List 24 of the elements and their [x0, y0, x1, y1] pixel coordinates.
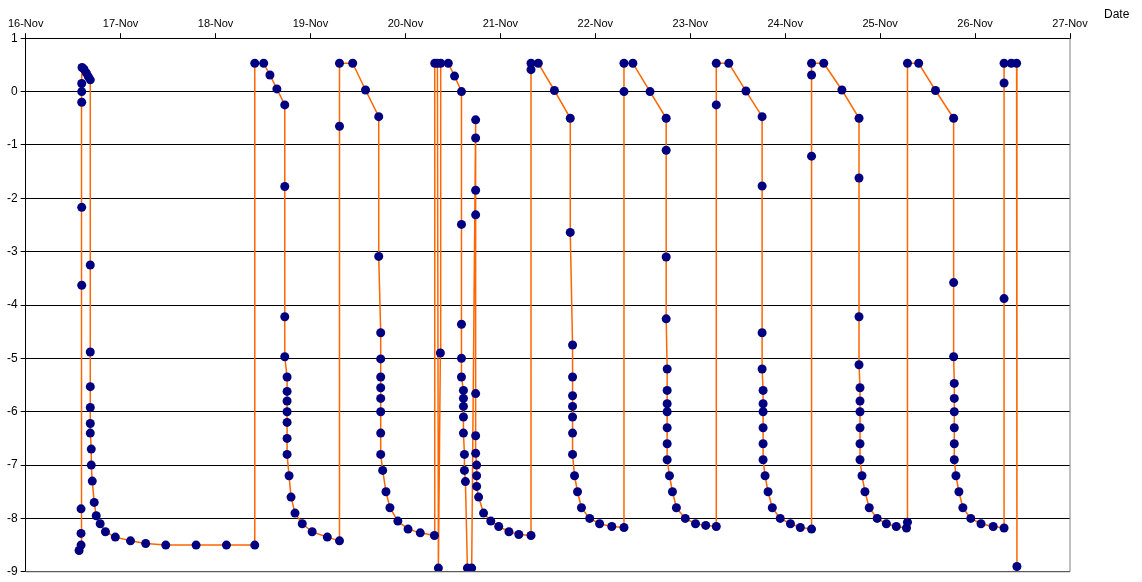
- x-axis-title: Date: [1104, 6, 1130, 21]
- x-tick-label: 26-Nov: [957, 16, 994, 29]
- y-tick-label: 1: [10, 30, 18, 45]
- x-tick-label: 24-Nov: [767, 16, 804, 29]
- x-tick-label: 23-Nov: [672, 16, 709, 29]
- x-tick-label: 27-Nov: [1052, 16, 1089, 29]
- x-tick-label: 16-Nov: [7, 16, 44, 29]
- y-tick-label: -9: [7, 564, 18, 579]
- x-tick-label: 21-Nov: [482, 16, 519, 29]
- x-tick-label: 25-Nov: [862, 16, 899, 29]
- y-tick-label: -1: [7, 137, 18, 152]
- x-tick-label: 18-Nov: [197, 16, 234, 29]
- x-tick-label: 17-Nov: [102, 16, 139, 29]
- y-tick-label: -5: [7, 350, 18, 365]
- y-tick-label: -2: [7, 190, 18, 205]
- y-tick-label: 0: [10, 83, 18, 98]
- y-tick-label: -4: [7, 297, 18, 312]
- x-tick-label: 19-Nov: [292, 16, 329, 29]
- y-tick-label: -8: [7, 510, 18, 525]
- x-tick-label: 22-Nov: [577, 16, 614, 29]
- y-tick-label: -6: [7, 404, 18, 419]
- y-tick-label: -7: [7, 457, 18, 472]
- x-tick-label: 20-Nov: [387, 16, 424, 29]
- y-tick-label: -3: [7, 243, 18, 258]
